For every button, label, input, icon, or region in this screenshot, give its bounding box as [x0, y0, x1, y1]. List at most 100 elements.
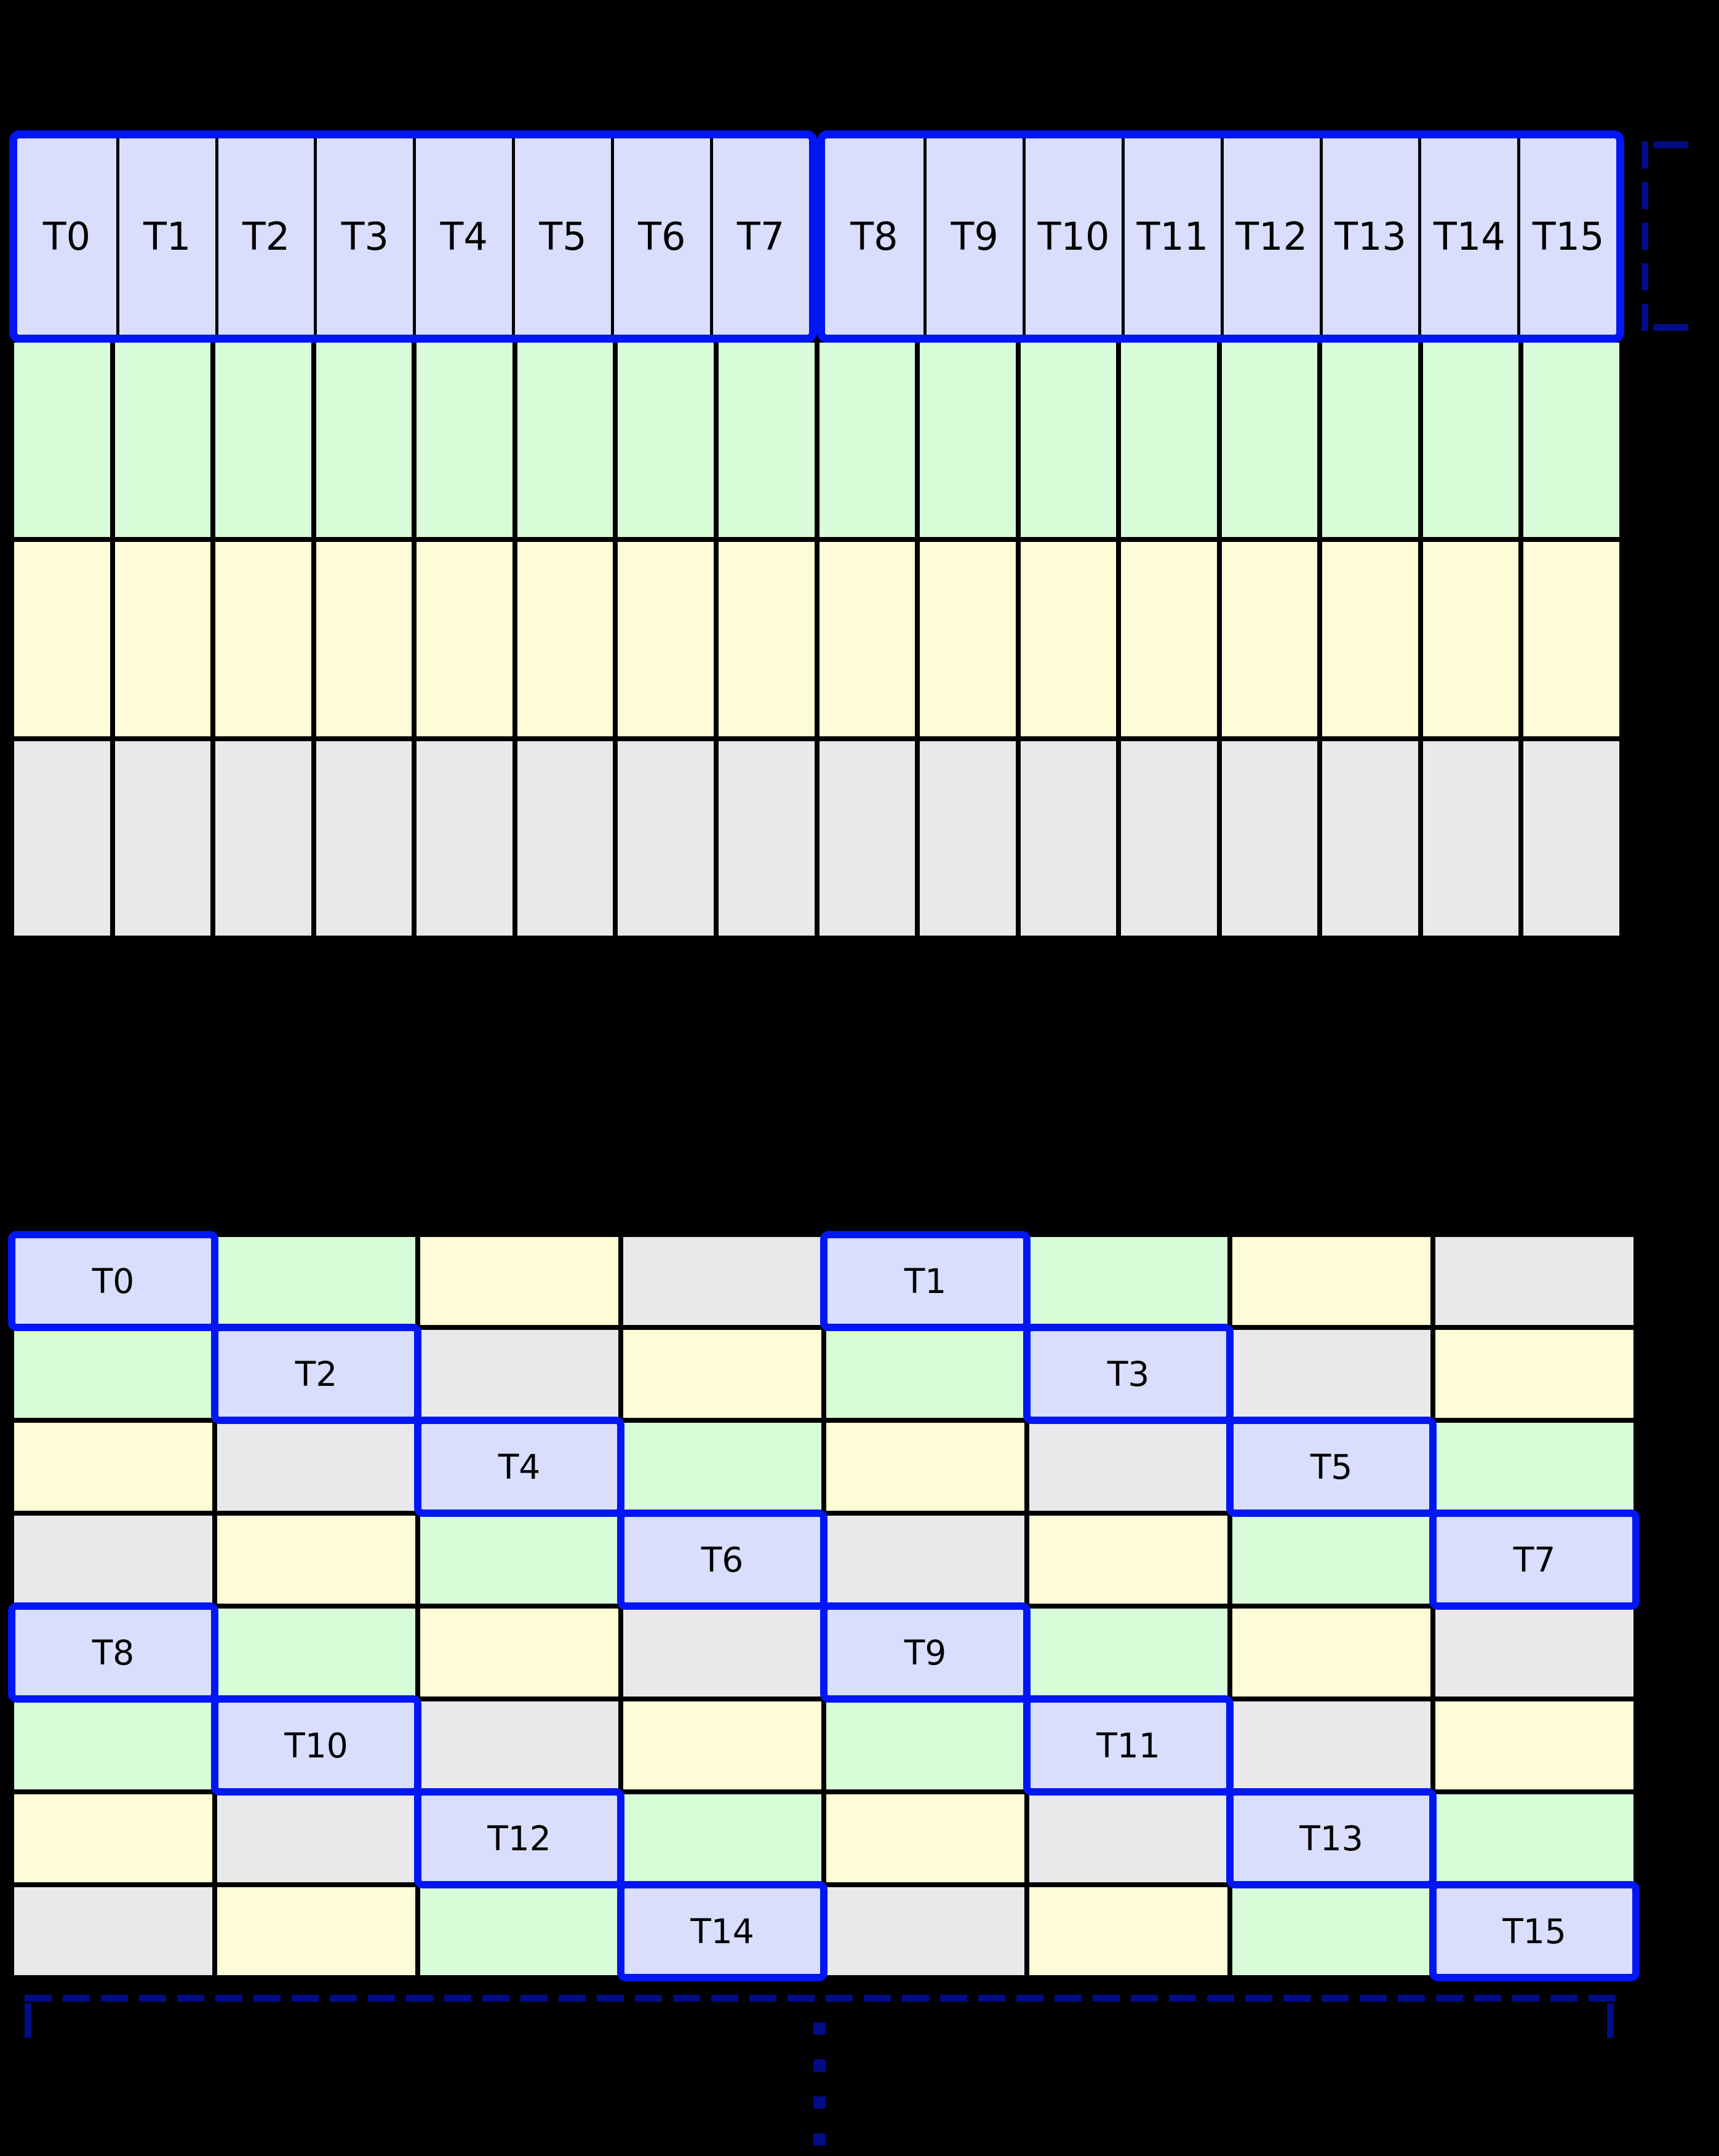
bank-cell-yellow: [1029, 1516, 1227, 1604]
table-width-bracket-icon: [25, 1995, 1617, 2002]
thread-label: T1: [904, 1261, 947, 1301]
bank-cell-gray: [1232, 1330, 1430, 1418]
bank-cell-green: [215, 343, 311, 537]
thread-label: T13: [1334, 214, 1406, 259]
bank-cell-gray: [517, 741, 613, 936]
bank-cell-yellow: [920, 542, 1016, 736]
bank-cell-green: [114, 343, 211, 537]
bank-cell-gray: [215, 741, 311, 936]
thread-cell-T2: T2: [215, 138, 314, 335]
bank-cell-yellow: [718, 542, 815, 736]
bank-cell-green: [316, 343, 412, 537]
row-height-bracket-top-tick: [1654, 141, 1688, 148]
bank-cell-gray: [826, 1887, 1024, 1975]
bank-cell-green: [1523, 343, 1619, 537]
thread-cell-T1: T1: [820, 1231, 1031, 1331]
bank-cell-gray: [217, 1423, 415, 1511]
bank-cell-green: [14, 343, 110, 537]
thread-label: T3: [1107, 1354, 1150, 1394]
bank-cell-gray: [114, 741, 211, 936]
thread-cell-T15: T15: [1517, 138, 1616, 335]
bank-cell-green: [1435, 1794, 1633, 1882]
bank-cell-green: [14, 1701, 212, 1789]
bank-cell-green: [623, 1794, 821, 1882]
thread-cell-T11: T11: [1023, 1695, 1234, 1796]
bank-cell-yellow: [1121, 542, 1217, 736]
bank-cell-gray: [1435, 1609, 1633, 1697]
thread-cell-T4: T4: [414, 1417, 624, 1517]
bank-cell-yellow: [217, 1516, 415, 1604]
bank-cell-gray: [1121, 741, 1217, 936]
bank-cell-gray: [1221, 741, 1318, 936]
bank-cell-yellow: [1523, 542, 1619, 736]
linear-mapping-table: T0 T1 T2 T3 T4 T5 T6 T7 T8 T9 T10 T11 T12 T13 T14 T15: [9, 130, 1624, 941]
bank-cell-green: [1029, 1237, 1227, 1325]
thread-cell-T10: T10: [211, 1695, 421, 1796]
bank-cell-gray: [217, 1794, 415, 1882]
bank-cell-gray: [1020, 741, 1117, 936]
bank-cell-gray: [1029, 1794, 1227, 1882]
thread-cell-T3: T3: [1023, 1324, 1234, 1424]
thread-cell-T15: T15: [1429, 1881, 1640, 1981]
bank-cell-gray: [420, 1701, 618, 1789]
bank-cell-green: [618, 343, 714, 537]
bank-cell-gray: [1029, 1423, 1227, 1511]
bank-cell-green: [1029, 1609, 1227, 1697]
thread-cell-T9: T9: [923, 138, 1023, 335]
bank-cell-gray: [623, 1237, 821, 1325]
bank-cell-green: [1020, 343, 1117, 537]
thread-label: T2: [295, 1354, 338, 1394]
thread-cell-T8: T8: [825, 138, 924, 335]
bank-cell-yellow: [623, 1701, 821, 1789]
vertical-ellipsis-icon: [813, 2023, 826, 2149]
thread-label: T13: [1299, 1818, 1363, 1858]
thread-label: T7: [1513, 1540, 1556, 1580]
bank-cell-yellow: [417, 542, 513, 736]
thread-label: T9: [904, 1633, 947, 1673]
thread-label: T11: [1096, 1725, 1160, 1765]
thread-cell-T12: T12: [414, 1788, 624, 1888]
thread-cell-T6: T6: [610, 138, 710, 335]
bank-cell-green: [1232, 1516, 1430, 1604]
bank-cell-gray: [826, 1516, 1024, 1604]
bank-cell-gray: [1523, 741, 1619, 936]
bank-cell-yellow: [114, 542, 211, 736]
thread-cell-T9: T9: [820, 1602, 1031, 1703]
bank-cell-yellow: [215, 542, 311, 736]
bank-cell-green: [1232, 1887, 1430, 1975]
thread-label: T14: [690, 1911, 754, 1951]
thread-cell-T5: T5: [512, 138, 611, 335]
bank-cell-yellow: [1232, 1237, 1430, 1325]
bank-cell-green: [217, 1609, 415, 1697]
bank-cell-yellow: [1221, 542, 1318, 736]
bank-cell-green: [14, 1330, 212, 1418]
thread-cell-T13: T13: [1319, 138, 1419, 335]
thread-cell-T7: T7: [1429, 1510, 1640, 1610]
thread-cell-T8: T8: [8, 1602, 218, 1703]
bank-cell-yellow: [316, 542, 412, 736]
bank-cell-gray: [1232, 1701, 1430, 1789]
bank-cell-green: [826, 1701, 1024, 1789]
bank-cell-gray: [316, 741, 412, 936]
bank-cell-yellow: [1435, 1330, 1633, 1418]
bank-cell-yellow: [1020, 542, 1117, 736]
bank-cell-green: [819, 343, 915, 537]
thread-label: T7: [736, 214, 785, 259]
bank-cell-yellow: [1232, 1609, 1430, 1697]
thread-label: T12: [1235, 214, 1308, 259]
thread-label: T4: [498, 1447, 541, 1487]
bank-cell-yellow: [1029, 1887, 1227, 1975]
bank-cell-gray: [623, 1609, 821, 1697]
bank-cell-green: [417, 343, 513, 537]
thread-label: T6: [701, 1540, 744, 1580]
thread-group-1: T8 T9 T10 T11 T12 T13 T14 T15: [816, 130, 1624, 343]
thread-cell-T2: T2: [211, 1324, 421, 1424]
thread-cell-T7: T7: [709, 138, 809, 335]
thread-cell-T4: T4: [413, 138, 512, 335]
thread-label: T4: [440, 214, 488, 259]
bank-cell-gray: [1322, 741, 1418, 936]
thread-cell-T14: T14: [617, 1881, 828, 1981]
thread-cell-T11: T11: [1121, 138, 1221, 335]
thread-label: T15: [1502, 1911, 1566, 1951]
